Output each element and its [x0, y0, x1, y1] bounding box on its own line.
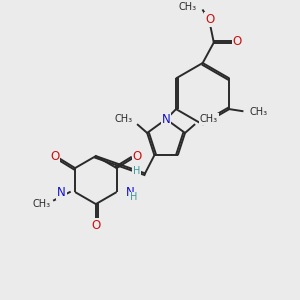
Text: CH₃: CH₃: [114, 114, 133, 124]
Text: N: N: [57, 186, 66, 199]
Text: N: N: [162, 113, 170, 126]
Text: CH₃: CH₃: [32, 199, 50, 209]
Text: CH₃: CH₃: [249, 107, 267, 117]
Text: H: H: [133, 166, 140, 176]
Text: H: H: [130, 192, 137, 202]
Text: CH₃: CH₃: [179, 2, 197, 11]
Text: CH₃: CH₃: [200, 114, 218, 124]
Text: N: N: [126, 186, 135, 199]
Text: O: O: [91, 219, 101, 232]
Text: O: O: [133, 150, 142, 163]
Text: O: O: [232, 34, 242, 47]
Text: O: O: [205, 13, 214, 26]
Text: O: O: [50, 150, 59, 163]
